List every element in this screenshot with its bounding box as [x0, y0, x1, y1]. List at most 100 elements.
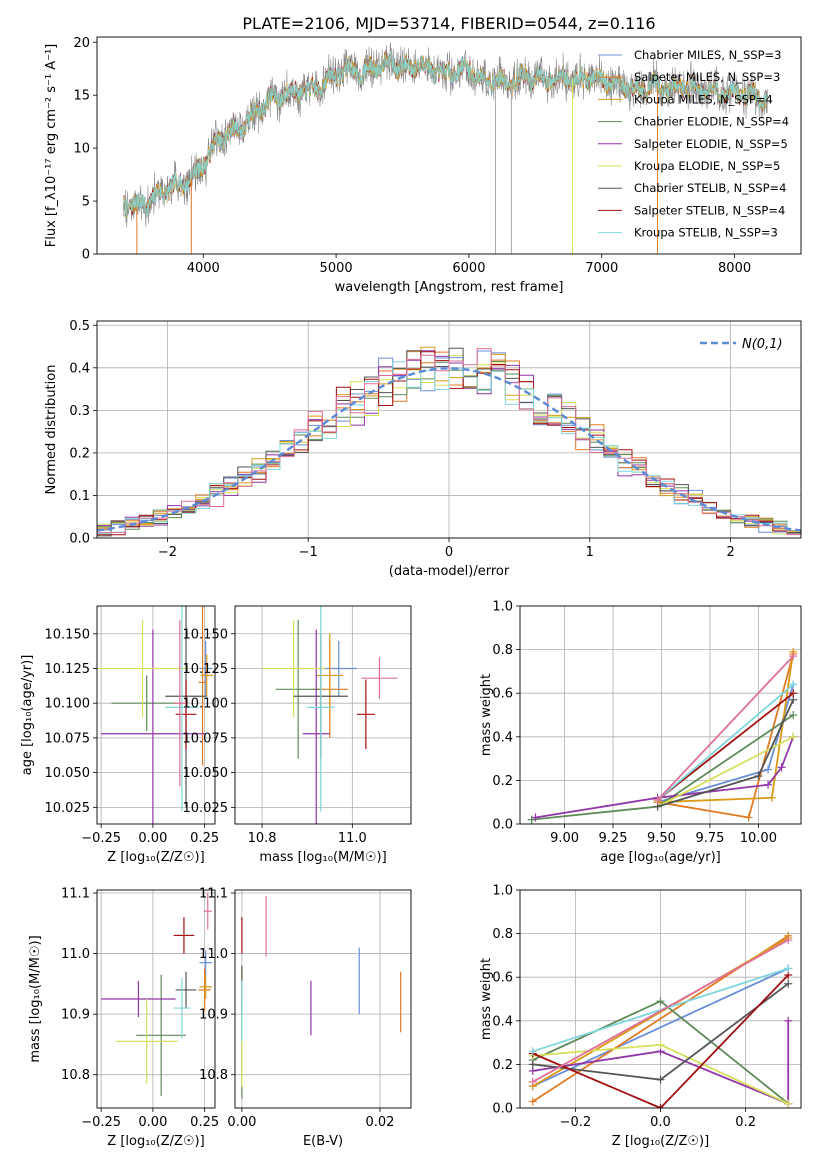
data-point	[175, 679, 197, 750]
y-tick-label: 0	[82, 248, 90, 263]
legend-entry: Salpeter ELODIE, N_SSP=5	[634, 137, 788, 151]
x-axis-label: (data-model)/error	[389, 564, 510, 579]
legend-entry: Kroupa STELIB, N_SSP=3	[634, 226, 778, 240]
spectrum-lines	[123, 42, 768, 254]
data-point	[262, 619, 326, 718]
weight-marker	[754, 772, 763, 781]
weight-marker	[656, 997, 665, 1006]
data-point	[302, 629, 330, 824]
weight-marker	[744, 813, 753, 822]
data-point	[115, 999, 178, 1084]
weight-series	[528, 936, 793, 1086]
ticks: −0.25 0.00 0.25 10.8 10.9 11.0 11.1	[61, 887, 219, 1130]
weight-line	[532, 1020, 790, 1105]
data-point	[320, 640, 357, 697]
y-tick-label: 0.2	[492, 774, 513, 789]
legend: N(0,1)	[700, 337, 783, 352]
weight-marker	[527, 815, 536, 824]
ticks: 9.00 9.25 9.50 9.75 10.00 0.0 0.2 0.4 0.6 0.8 1.0	[492, 600, 777, 847]
data-point	[136, 974, 187, 1096]
x-tick-label: 2	[726, 545, 734, 560]
y-tick-label: 0.4	[492, 730, 513, 745]
x-tick-label: −2	[158, 545, 177, 560]
y-axis-label: Flux [f_λ10⁻¹⁷ erg cm⁻² s⁻¹ A⁻¹]	[44, 44, 59, 248]
y-tick-label: 10.025	[45, 801, 91, 816]
data-point	[200, 654, 213, 697]
weight-marker	[784, 1099, 793, 1108]
ticks: 10.8 11.0 10.025 10.050 10.075 10.100 10.125 10…	[183, 627, 367, 846]
y-tick-label: 0.1	[69, 489, 90, 504]
data-point	[199, 950, 212, 975]
y-tick-label: 10.9	[199, 1008, 228, 1023]
y-axis-label: mass [log₁₀(M/M☉)]	[28, 935, 43, 1062]
weight-marker	[784, 936, 793, 945]
weight-marker	[784, 964, 793, 973]
error-bars	[101, 893, 212, 1096]
y-tick-label: 10.125	[45, 662, 91, 677]
legend-entry: N(0,1)	[742, 337, 783, 352]
y-tick-label: 10.075	[183, 731, 229, 746]
weight-lines	[528, 931, 793, 1108]
data-point	[173, 917, 195, 954]
legend: Chabrier MILES, N_SSP=3 Salpeter MILES, N…	[598, 48, 789, 240]
weight-line	[532, 939, 789, 1083]
axes-frame	[96, 36, 802, 255]
y-axis-label: mass weight	[479, 674, 494, 756]
weight-marker	[656, 1040, 665, 1049]
weight-line	[532, 967, 789, 1088]
legend-entry: Salpeter MILES, N_SSP=3	[634, 70, 780, 84]
weight-marker	[784, 979, 793, 988]
data-point	[101, 980, 176, 1018]
y-tick-label: 0.4	[492, 1014, 513, 1029]
y-axis-label: age [log₁₀(age/yr)]	[20, 655, 35, 776]
x-axis-label: E(B-V)	[303, 1134, 343, 1149]
axes-frame	[519, 605, 802, 825]
axes-frame	[519, 889, 802, 1109]
legend-entry: Kroupa MILES, N_SSP=4	[634, 92, 773, 106]
histograms	[97, 346, 801, 537]
weight-marker	[789, 711, 798, 719]
y-tick-label: 0.0	[69, 532, 90, 547]
figure-title: PLATE=2106, MJD=53714, FIBERID=0544, z=0…	[242, 14, 655, 33]
panel-weight-vs-Z: −0.2 0.0 0.2 0.0 0.2 0.4 0.6 0.8 1.0 Z [log₁₀(Z/Z…	[479, 884, 802, 1149]
weight-marker	[764, 765, 773, 774]
data-point	[198, 968, 211, 1012]
x-tick-label: 8000	[718, 261, 751, 276]
ticks: −0.2 0.0 0.2 0.0 0.2 0.4 0.6 0.8 1.0	[492, 884, 756, 1131]
weight-line	[657, 683, 794, 801]
weight-line	[656, 655, 794, 801]
y-tick-label: 0.6	[492, 971, 513, 986]
weight-marker	[764, 780, 773, 789]
grid	[520, 605, 801, 825]
x-axis-label: Z [log₁₀(Z/Z☉)]	[612, 1134, 709, 1149]
data-point	[203, 893, 212, 930]
x-axis-label: Z [log₁₀(Z/Z☉)]	[107, 850, 204, 865]
y-tick-label: 11.1	[199, 887, 228, 902]
ticks: −0.25 0.00 0.25 10.025 10.050 10.075 10.100 10.…	[45, 627, 220, 846]
x-tick-label: 10.8	[248, 831, 277, 846]
weight-series	[653, 695, 798, 811]
weight-series	[527, 711, 798, 824]
panel-spectrum: 4000 5000 6000 7000 8000 0 5 10 15 20 wavelength […	[44, 36, 802, 295]
weight-line	[532, 974, 789, 1108]
y-tick-label: 15	[73, 89, 90, 104]
y-tick-label: 11.0	[199, 947, 228, 962]
x-tick-label: 0.00	[138, 1115, 167, 1130]
y-tick-label: 10.8	[199, 1068, 228, 1083]
y-tick-label: 10.100	[45, 697, 91, 712]
x-tick-label: 9.00	[550, 831, 579, 846]
data-point	[165, 606, 199, 812]
x-tick-label: −0.25	[81, 1115, 121, 1130]
ticks: 0.00 0.02 10.8 10.9 11.0 11.1	[199, 887, 394, 1130]
y-tick-label: 0.0	[492, 1102, 513, 1117]
y-tick-label: 10	[73, 142, 90, 157]
y-axis-label: mass weight	[479, 958, 494, 1040]
legend-entry: Chabrier MILES, N_SSP=3	[634, 48, 781, 62]
x-tick-label: 0.00	[138, 831, 167, 846]
x-tick-label: 0.00	[227, 1115, 256, 1130]
y-tick-label: 10.9	[61, 1008, 90, 1023]
x-tick-label: 9.75	[695, 831, 724, 846]
weight-marker	[653, 796, 662, 805]
y-tick-label: 10.125	[183, 662, 229, 677]
weight-marker	[789, 680, 798, 689]
